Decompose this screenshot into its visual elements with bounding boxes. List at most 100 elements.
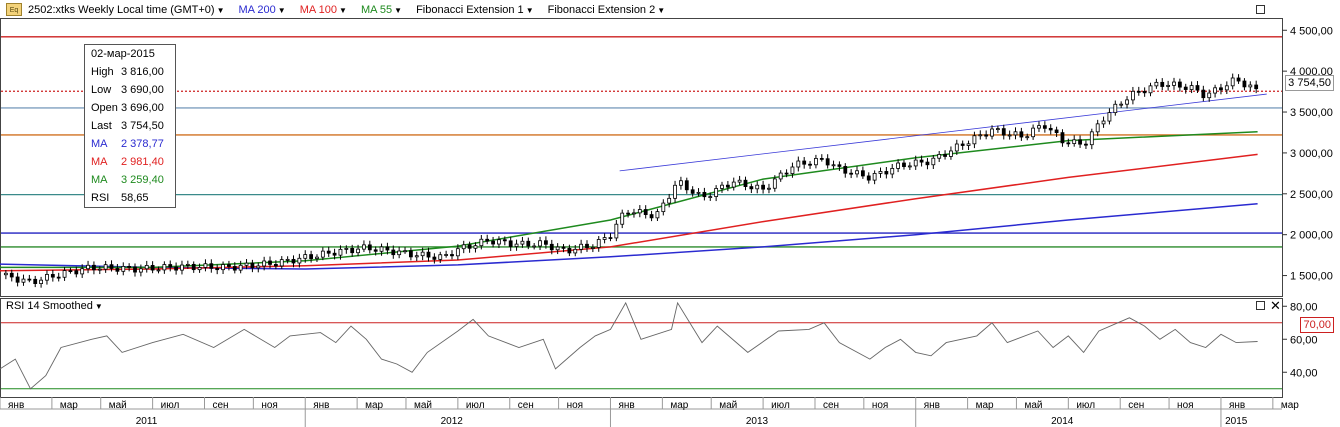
maximize-icon[interactable] [1256, 5, 1265, 14]
candle-body [1248, 84, 1253, 88]
candle-body [984, 134, 989, 137]
rsi-header[interactable]: RSI 14 Smoothed ▼ [6, 300, 103, 312]
candle-body [673, 184, 677, 199]
candle-body [849, 172, 854, 175]
candle-body [696, 191, 701, 194]
candle-body [632, 212, 636, 215]
candle-body [21, 278, 26, 283]
chart-header: 2502:xtks Weekly Local time (GMT+0) ▼ MA … [28, 3, 665, 17]
y-tick-label: 3 000,00 [1290, 148, 1333, 160]
candle-body [391, 249, 396, 256]
candle-body [931, 157, 936, 166]
candle-body [285, 258, 290, 261]
symbol-title[interactable]: 2502:xtks Weekly Local time (GMT+0) ▼ [28, 4, 224, 16]
month-label: ноя [872, 400, 889, 411]
month-label: сен [1128, 400, 1144, 411]
candle-body [690, 189, 695, 194]
candle-body [315, 256, 319, 259]
candle-body [1066, 142, 1071, 145]
maximize-rsi-icon[interactable] [1256, 301, 1265, 310]
candle-body [326, 250, 331, 254]
candle-body [819, 158, 824, 160]
candle-body [1172, 81, 1176, 86]
indicator-label: MA 200 [238, 4, 276, 16]
candle-body [1195, 85, 1200, 91]
y-tick-label: 4 500,00 [1290, 25, 1333, 37]
candle-body [1213, 87, 1217, 94]
candle-body [814, 158, 818, 166]
close-icon[interactable]: ✕ [1270, 298, 1281, 313]
rsi-line [0, 301, 1258, 390]
candle-body [755, 184, 760, 190]
candle-body [74, 270, 79, 275]
candle-body [1119, 103, 1124, 106]
candle-body [954, 143, 959, 152]
candle-body [1160, 81, 1165, 87]
candle-body [532, 245, 537, 248]
candle-body [866, 175, 871, 181]
candle-body [121, 266, 126, 272]
ma-55-line [0, 130, 1258, 269]
candle-body [960, 143, 965, 146]
candle-body [297, 257, 302, 264]
candle-body [1224, 85, 1229, 91]
candle-body [450, 254, 454, 257]
candle-body [9, 272, 14, 278]
indicator-ma200[interactable]: MA 200 ▼ [238, 4, 285, 16]
info-row: High 3 816,00 [85, 63, 175, 81]
info-value: 2 981,40 [121, 156, 164, 168]
candle-body [362, 244, 366, 250]
month-label: янв [924, 400, 940, 411]
indicator-fib-ext-1[interactable]: Fibonacci Extension 1 ▼ [416, 4, 534, 16]
month-label: ноя [1177, 400, 1194, 411]
info-label: MA [91, 156, 108, 168]
indicator-fib-ext-2[interactable]: Fibonacci Extension 2 ▼ [548, 4, 666, 16]
symbol-logo-icon: Eq [6, 3, 22, 16]
candle-body [1177, 81, 1182, 88]
candle-body [156, 269, 161, 272]
candle-body [708, 196, 713, 198]
info-label: High [91, 66, 114, 78]
candle-body [1142, 90, 1147, 94]
year-label: 2015 [1225, 416, 1248, 427]
month-label: май [1024, 400, 1042, 411]
candle-body [1078, 139, 1082, 145]
indicator-ma100[interactable]: MA 100 ▼ [300, 4, 347, 16]
candle-body [825, 158, 830, 166]
trend-line [619, 93, 1267, 172]
candle-body [3, 272, 8, 276]
candle-body [890, 167, 895, 175]
y-tick-label: 2 500,00 [1290, 189, 1333, 201]
rsi-upper-level-tag: 70,00 [1300, 317, 1334, 333]
candle-body [579, 243, 584, 250]
chevron-down-icon: ▼ [657, 5, 666, 15]
month-label: мар [1281, 400, 1299, 411]
month-label: июл [1076, 400, 1095, 411]
info-label: Last [91, 120, 112, 132]
rsi-panel-frame [0, 298, 1283, 398]
candle-body [784, 172, 789, 175]
rsi-y-tick-label: 40,00 [1290, 367, 1318, 379]
candle-body [919, 159, 924, 163]
candle-body [203, 263, 208, 268]
candle-body [1230, 77, 1235, 87]
candle-body [855, 170, 859, 175]
candle-body [455, 248, 460, 257]
candle-body [679, 180, 683, 186]
price-panel-frame [0, 18, 1283, 297]
candle-body [884, 171, 889, 175]
candle-body [667, 197, 672, 204]
candle-body [1201, 89, 1206, 99]
candle-body [661, 202, 666, 213]
candle-body [520, 240, 525, 245]
candle-body [1125, 99, 1129, 105]
info-value: 2 378,77 [121, 138, 164, 150]
candle-body [1236, 77, 1241, 82]
candle-body [385, 246, 390, 251]
candle-body [643, 209, 648, 215]
indicator-ma55[interactable]: MA 55 ▼ [361, 4, 402, 16]
candle-body [596, 239, 601, 248]
info-label: MA [91, 138, 108, 150]
candle-body [497, 239, 501, 245]
